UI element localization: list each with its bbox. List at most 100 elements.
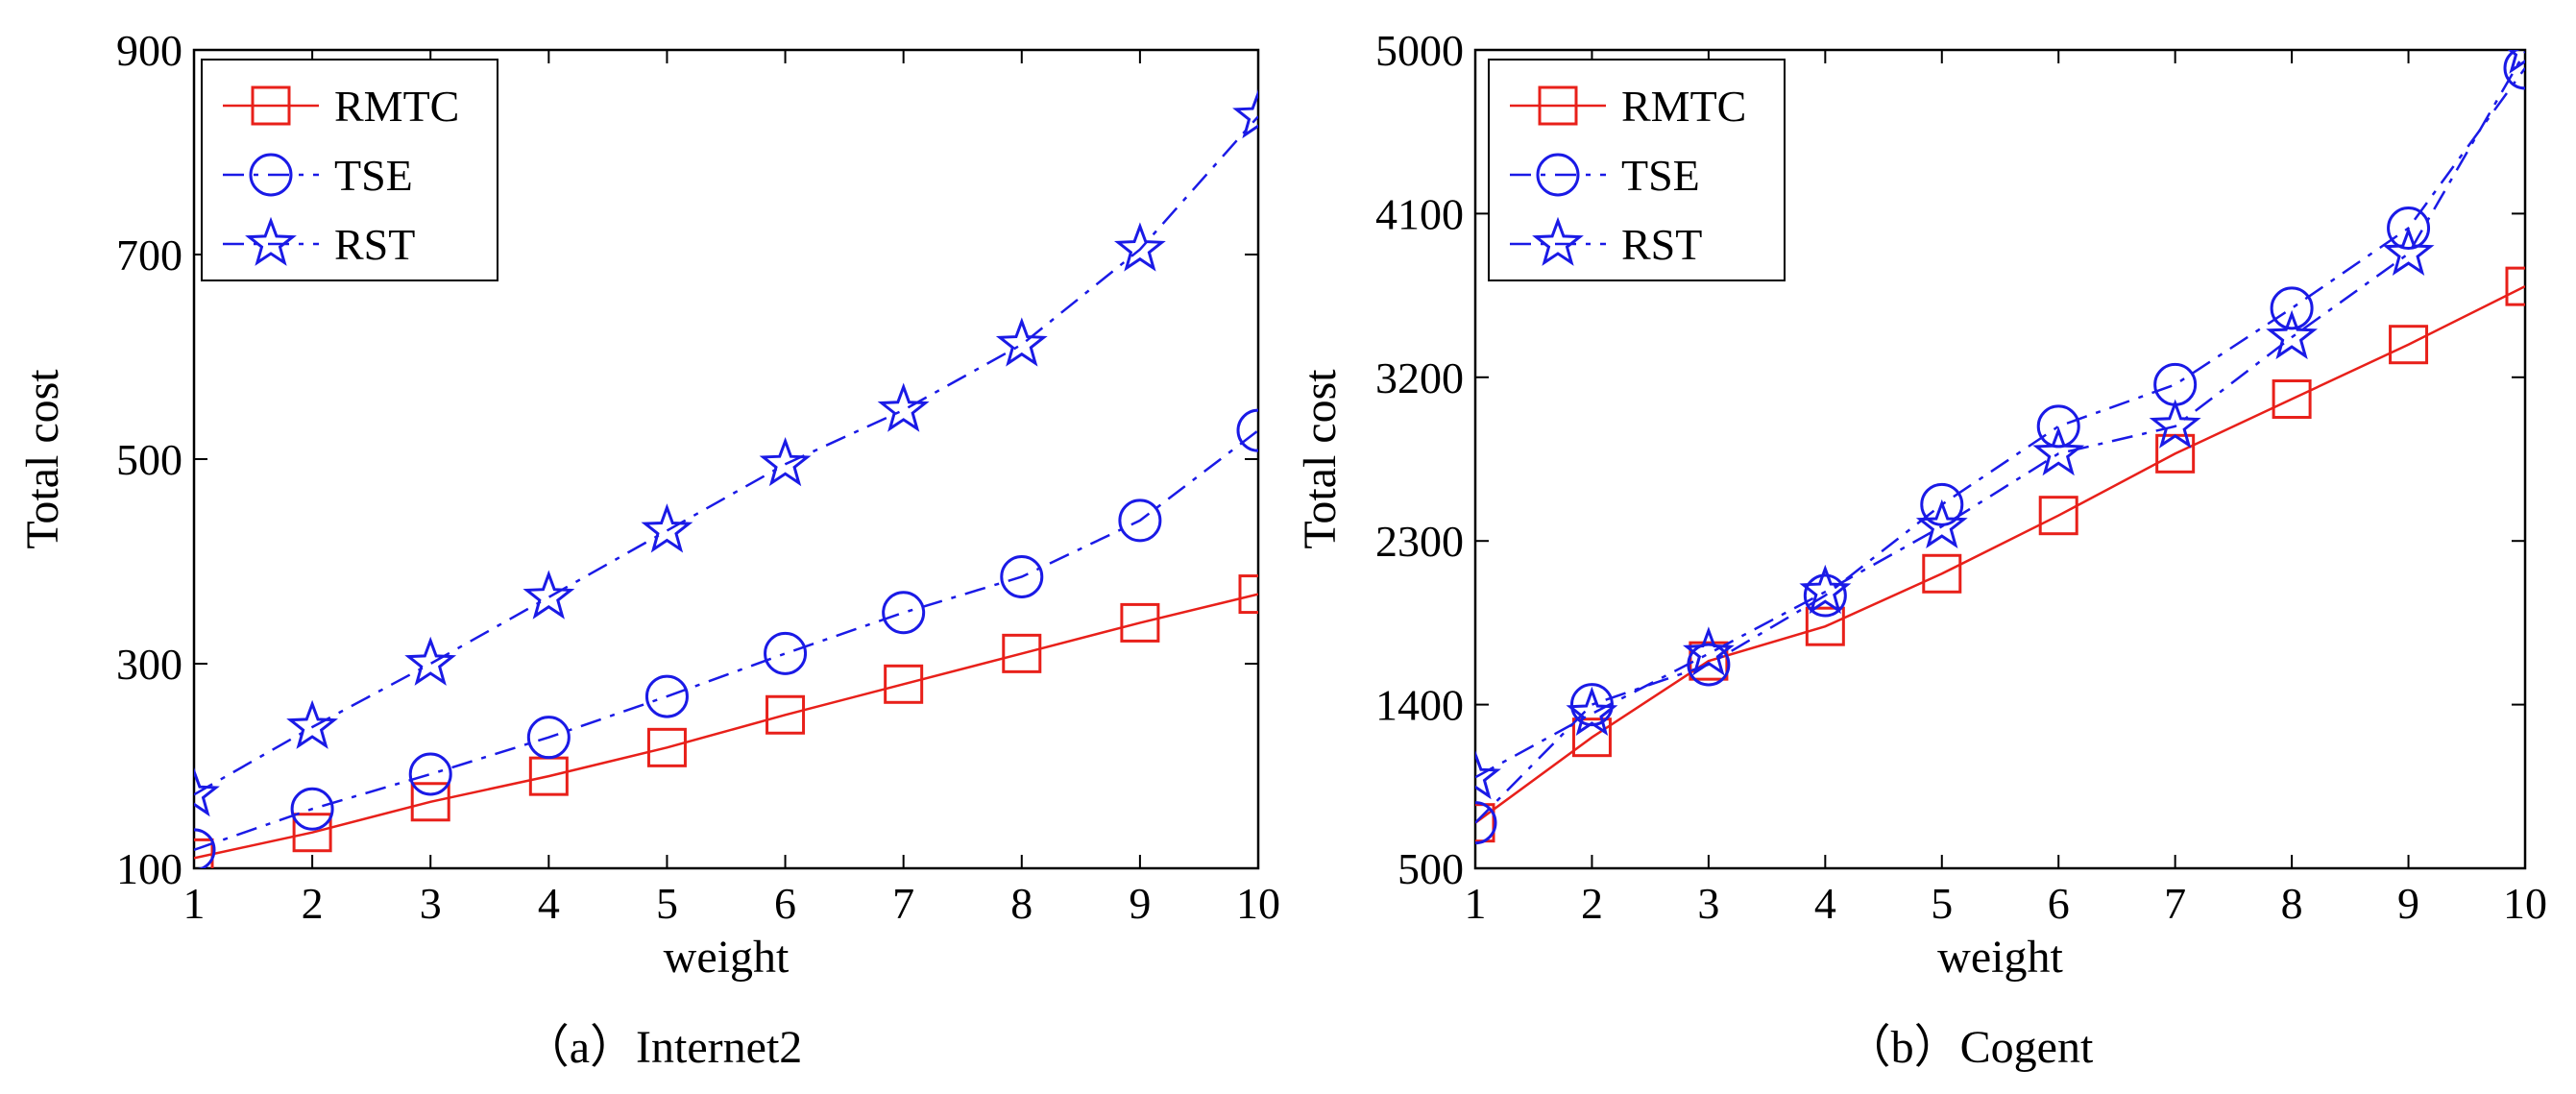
x-tick-label: 7 [2164,879,2186,928]
x-tick-label: 9 [2397,879,2419,928]
series-line-rmtc [1475,284,2525,824]
y-tick-label: 1400 [1375,681,1464,730]
data-point-rst [1799,564,1852,615]
x-tick-label: 7 [892,879,914,928]
data-point-rst [1915,498,1968,548]
data-point-rmtc [1002,633,1042,673]
x-tick-label: 1 [183,879,206,928]
data-point-rst [759,436,812,487]
data-point-rmtc [646,727,687,767]
chart-internet2: 1 2 3 4 5 6 7 8 9 10 100 300 500 700 900 weight Total co… [17,26,1280,1073]
legend-label-tse: TSE [1621,151,1700,200]
x-tick-label: 4 [538,879,560,928]
data-point-rst [2382,226,2435,276]
y-tick-label: 900 [116,26,182,75]
data-point-rst [1682,626,1735,676]
chart-cogent: 1 2 3 4 5 6 7 8 9 10 500 1400 2300 3200 4100 5000 weight… [1295,26,2547,1073]
data-point-tse [1475,801,1497,845]
x-tick-label: 10 [2503,879,2547,928]
x-tick-label: 5 [1931,879,1953,928]
data-point-rmtc [292,813,332,853]
chart-caption: （a）Internet2 [523,1022,803,1073]
series-line-rst [1475,51,2525,779]
y-tick-label: 500 [116,435,182,484]
data-point-rst [194,766,220,817]
data-point-rmtc [1805,606,1845,646]
legend: RMTC TSE RST [201,59,498,281]
data-point-rst [404,636,457,686]
data-point-rst [995,317,1048,367]
legend-label-tse: TSE [334,151,413,200]
data-point-rst [1113,222,1166,272]
data-point-rmtc [766,694,806,735]
data-point-rmtc [410,782,450,822]
data-point-rmtc [2038,496,2078,536]
chart-caption: （b）Cogent [1845,1022,2094,1073]
data-point-tse [2503,50,2525,90]
data-point-tse [2387,207,2431,251]
data-point-rmtc [1238,574,1258,615]
data-point-rmtc [1689,641,1729,681]
x-tick-label: 3 [420,879,442,928]
x-tick-label: 8 [1010,879,1033,928]
data-point-rst [2032,425,2085,476]
legend-label-rst: RST [1621,220,1702,269]
data-point-tse [1118,498,1162,543]
y-tick-label: 5000 [1375,26,1464,75]
data-point-tse [2036,404,2080,449]
legend-marker-rst [1532,216,1584,266]
x-tick-label: 2 [1581,879,1603,928]
x-tick-label: 9 [1129,879,1151,928]
y-tick-label: 100 [116,844,182,893]
y-tick-label: 300 [116,640,182,689]
data-point-rst [1232,88,1258,139]
data-point-tse [2270,286,2314,330]
data-point-rmtc [1922,553,1962,594]
data-point-tse [1236,408,1258,452]
data-point-rmtc [2272,379,2312,420]
x-axis-label: weight [1937,932,2063,983]
data-point-rst [641,503,693,553]
data-point-tse [644,674,689,718]
plot-area [194,88,1258,868]
x-tick-label: 6 [2048,879,2070,928]
data-point-tse [1000,554,1044,598]
data-point-tse [194,828,216,868]
legend-label-rst: RST [334,220,415,269]
y-tick-label: 2300 [1375,517,1464,566]
data-point-rmtc [884,664,924,704]
legend-marker-tse [249,153,293,197]
x-tick-label: 1 [1465,879,1487,928]
legend-marker-rmtc [1538,85,1578,126]
data-point-rst [286,699,339,749]
x-tick-label: 4 [1814,879,1836,928]
y-axis-label: Total cost [1295,369,1346,549]
legend-label-rmtc: RMTC [1621,82,1746,131]
data-point-rmtc [2505,266,2525,306]
data-point-rst [1475,749,1501,800]
x-tick-label: 10 [1236,879,1280,928]
data-point-rst [2149,399,2201,449]
data-point-rmtc [2389,325,2429,365]
x-tick-label: 5 [656,879,678,928]
y-tick-label: 700 [116,231,182,280]
data-point-rst [877,382,930,432]
series-line-rmtc [194,593,1258,860]
data-point-tse [290,787,334,831]
data-point-rmtc [1120,602,1160,643]
x-tick-label: 6 [774,879,796,928]
x-tick-label: 2 [302,879,324,928]
x-axis-label: weight [664,932,790,983]
data-point-rst [2266,309,2319,360]
plot-area [1475,50,2525,845]
data-point-tse [526,716,571,760]
series-line-tse [194,429,1258,851]
y-tick-label: 3200 [1375,353,1464,402]
legend: RMTC TSE RST [1488,59,1786,281]
data-point-rmtc [1475,803,1495,843]
data-point-tse [764,631,808,675]
x-tick-label: 8 [2281,879,2303,928]
y-axis-label: Total cost [17,369,68,549]
data-point-tse [1920,482,1964,526]
